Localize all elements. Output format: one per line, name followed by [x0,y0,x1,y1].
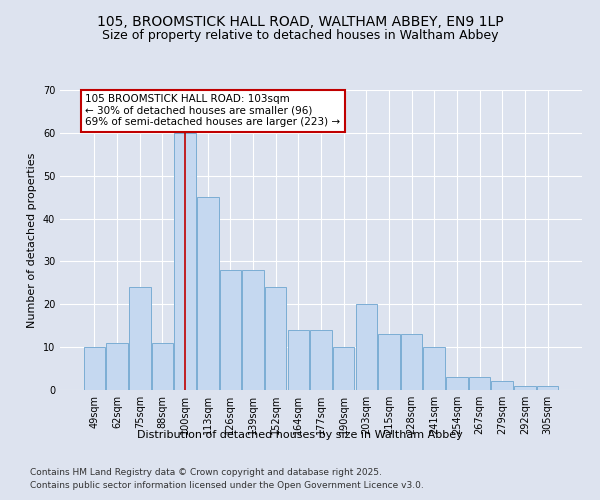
Bar [265,287,286,390]
Bar [287,330,309,390]
Text: Contains HM Land Registry data © Crown copyright and database right 2025.: Contains HM Land Registry data © Crown c… [30,468,382,477]
Bar [537,386,558,390]
Bar [220,270,241,390]
Bar [469,377,490,390]
Bar [401,334,422,390]
Bar [242,270,264,390]
Bar [514,386,536,390]
Text: Contains public sector information licensed under the Open Government Licence v3: Contains public sector information licen… [30,480,424,490]
Bar [310,330,332,390]
Bar [84,347,105,390]
Text: Distribution of detached houses by size in Waltham Abbey: Distribution of detached houses by size … [137,430,463,440]
Bar [197,197,218,390]
Bar [333,347,355,390]
Bar [491,382,513,390]
Bar [106,343,128,390]
Text: 105 BROOMSTICK HALL ROAD: 103sqm
← 30% of detached houses are smaller (96)
69% o: 105 BROOMSTICK HALL ROAD: 103sqm ← 30% o… [85,94,341,128]
Bar [152,343,173,390]
Bar [356,304,377,390]
Y-axis label: Number of detached properties: Number of detached properties [27,152,37,328]
Text: 105, BROOMSTICK HALL ROAD, WALTHAM ABBEY, EN9 1LP: 105, BROOMSTICK HALL ROAD, WALTHAM ABBEY… [97,16,503,30]
Bar [424,347,445,390]
Bar [378,334,400,390]
Bar [129,287,151,390]
Bar [446,377,467,390]
Text: Size of property relative to detached houses in Waltham Abbey: Size of property relative to detached ho… [102,28,498,42]
Bar [175,133,196,390]
